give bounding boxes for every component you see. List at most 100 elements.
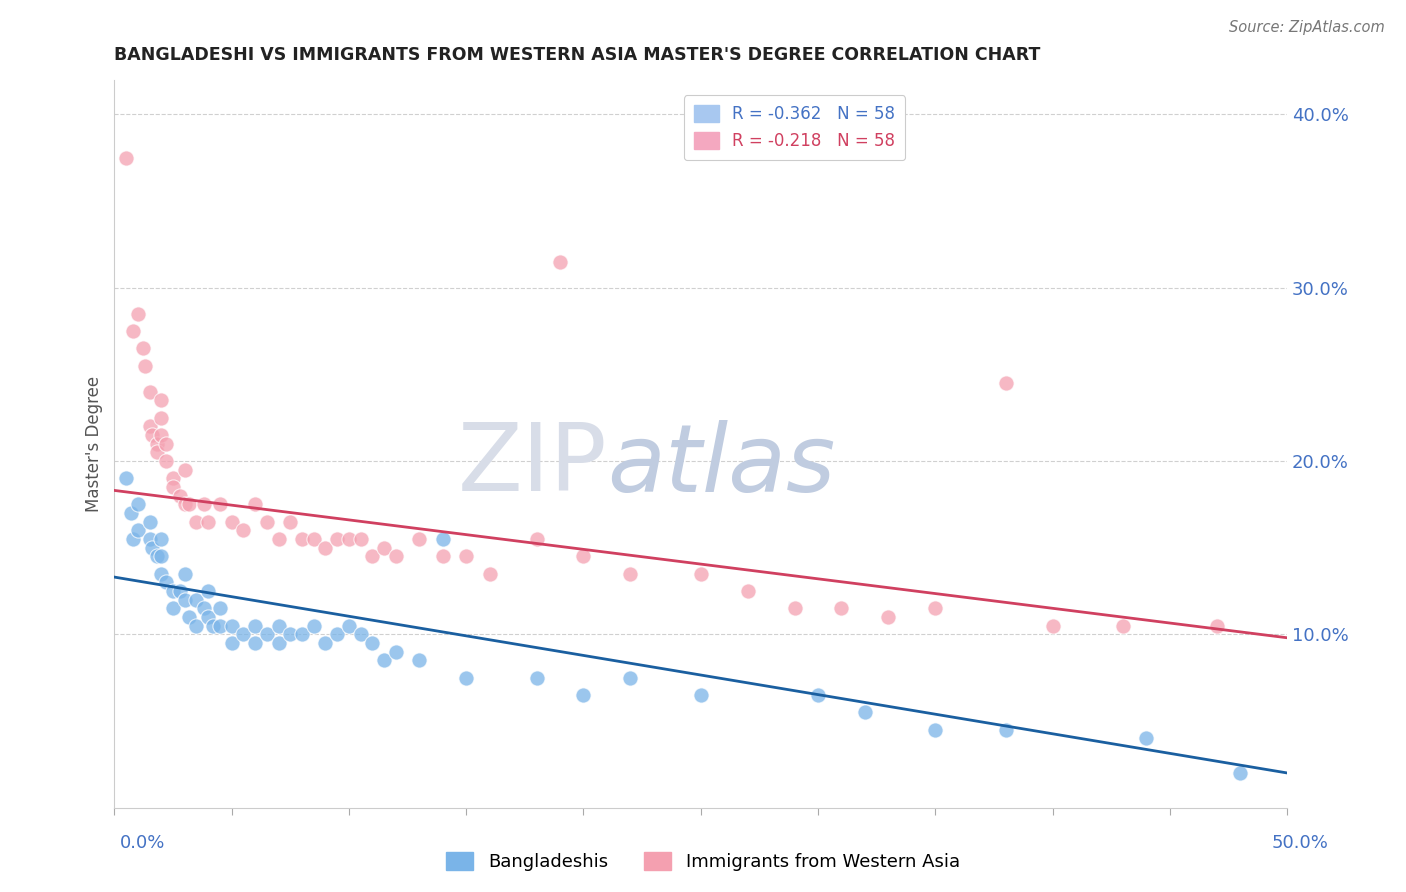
Point	[924, 723, 946, 737]
Point	[169, 489, 191, 503]
Point	[145, 436, 167, 450]
Point	[201, 618, 224, 632]
Point	[193, 601, 215, 615]
Point	[291, 532, 314, 546]
Point	[179, 610, 201, 624]
Point	[432, 549, 454, 564]
Point	[1229, 766, 1251, 780]
Point	[208, 601, 231, 615]
Legend: Bangladeshis, Immigrants from Western Asia: Bangladeshis, Immigrants from Western As…	[439, 845, 967, 879]
Point	[373, 653, 395, 667]
Point	[197, 515, 219, 529]
Point	[127, 524, 149, 538]
Point	[131, 341, 153, 355]
Point	[337, 532, 360, 546]
Point	[572, 688, 595, 702]
Text: 50.0%: 50.0%	[1272, 834, 1329, 852]
Point	[141, 428, 163, 442]
Point	[1205, 618, 1227, 632]
Point	[134, 359, 156, 373]
Point	[115, 471, 138, 485]
Point	[1135, 731, 1157, 746]
Point	[232, 627, 254, 641]
Point	[256, 515, 278, 529]
Text: Source: ZipAtlas.com: Source: ZipAtlas.com	[1229, 20, 1385, 35]
Point	[526, 671, 548, 685]
Point	[208, 618, 231, 632]
Point	[122, 532, 145, 546]
Point	[432, 532, 454, 546]
Point	[1112, 618, 1135, 632]
Point	[179, 497, 201, 511]
Point	[138, 384, 160, 399]
Point	[408, 653, 430, 667]
Point	[548, 254, 571, 268]
Point	[145, 549, 167, 564]
Point	[150, 428, 173, 442]
Point	[173, 463, 195, 477]
Point	[994, 376, 1017, 390]
Point	[1042, 618, 1064, 632]
Point	[278, 515, 301, 529]
Point	[162, 480, 184, 494]
Point	[350, 532, 373, 546]
Point	[115, 151, 138, 165]
Point	[994, 723, 1017, 737]
Point	[830, 601, 852, 615]
Text: ZIP: ZIP	[457, 419, 607, 511]
Point	[221, 618, 243, 632]
Point	[150, 566, 173, 581]
Point	[150, 549, 173, 564]
Point	[141, 541, 163, 555]
Text: BANGLADESHI VS IMMIGRANTS FROM WESTERN ASIA MASTER'S DEGREE CORRELATION CHART: BANGLADESHI VS IMMIGRANTS FROM WESTERN A…	[114, 46, 1040, 64]
Point	[186, 618, 208, 632]
Point	[350, 627, 373, 641]
Point	[408, 532, 430, 546]
Point	[138, 419, 160, 434]
Point	[361, 636, 384, 650]
Point	[186, 515, 208, 529]
Legend: R = -0.362   N = 58, R = -0.218   N = 58: R = -0.362 N = 58, R = -0.218 N = 58	[683, 95, 905, 160]
Point	[807, 688, 830, 702]
Point	[173, 566, 195, 581]
Point	[267, 618, 290, 632]
Point	[877, 610, 900, 624]
Point	[302, 618, 325, 632]
Point	[138, 515, 160, 529]
Point	[243, 636, 266, 650]
Point	[186, 592, 208, 607]
Point	[619, 671, 641, 685]
Point	[208, 497, 231, 511]
Point	[924, 601, 946, 615]
Point	[127, 307, 149, 321]
Point	[162, 584, 184, 599]
Point	[221, 515, 243, 529]
Point	[315, 541, 337, 555]
Point	[173, 497, 195, 511]
Text: 0.0%: 0.0%	[120, 834, 165, 852]
Point	[193, 497, 215, 511]
Y-axis label: Master's Degree: Master's Degree	[86, 376, 103, 512]
Point	[385, 645, 408, 659]
Point	[173, 592, 195, 607]
Point	[155, 575, 177, 590]
Point	[150, 532, 173, 546]
Point	[456, 549, 478, 564]
Point	[197, 584, 219, 599]
Point	[337, 618, 360, 632]
Point	[783, 601, 806, 615]
Point	[120, 506, 142, 520]
Point	[150, 410, 173, 425]
Point	[232, 524, 254, 538]
Point	[138, 532, 160, 546]
Point	[221, 636, 243, 650]
Point	[385, 549, 408, 564]
Point	[127, 497, 149, 511]
Point	[162, 601, 184, 615]
Point	[291, 627, 314, 641]
Point	[456, 671, 478, 685]
Point	[150, 393, 173, 408]
Point	[373, 541, 395, 555]
Point	[326, 627, 349, 641]
Text: atlas: atlas	[607, 420, 835, 511]
